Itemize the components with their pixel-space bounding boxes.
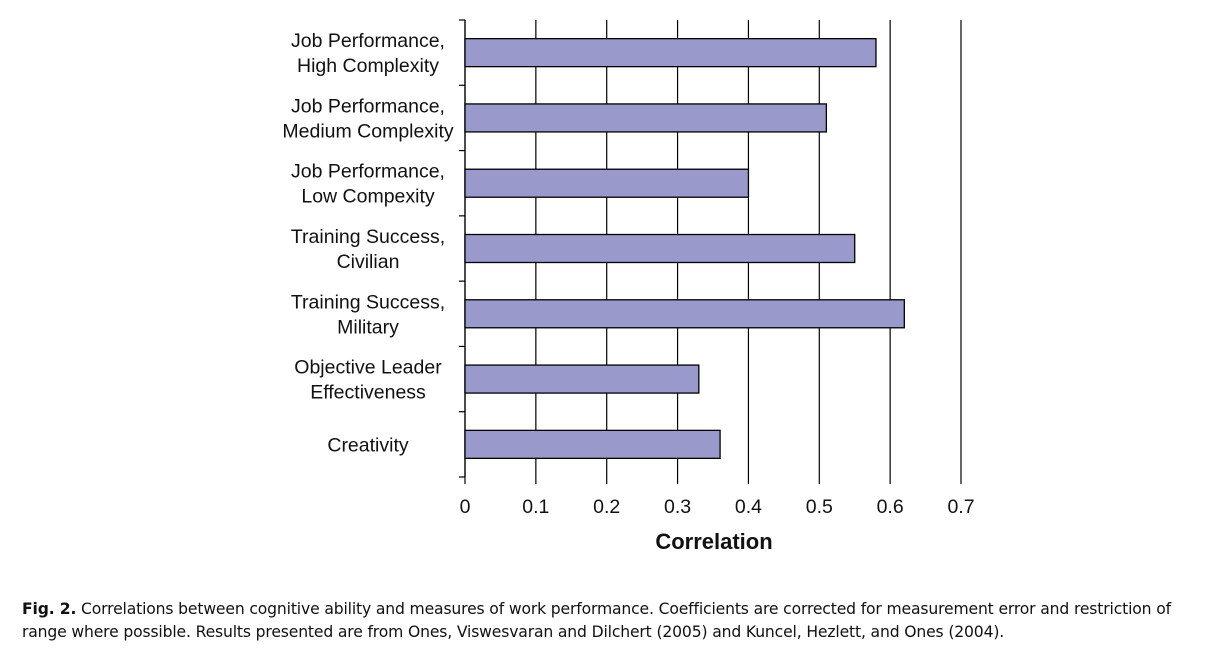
bar xyxy=(464,299,905,329)
category-label: Job Performance, xyxy=(291,95,445,117)
category-label: Medium Complexity xyxy=(282,120,453,142)
category-label: Training Success, xyxy=(291,226,445,248)
figure-caption: Fig. 2. Correlations between cognitive a… xyxy=(22,598,1217,644)
x-tick-label: 0.4 xyxy=(735,496,762,518)
bar xyxy=(464,103,828,133)
x-tick-labels: 0 0.1 0.2 0.3 0.4 0.5 0.6 0.7 xyxy=(460,496,975,518)
category-label: High Complexity xyxy=(297,55,439,77)
category-label: Job Performance, xyxy=(291,30,445,52)
figure-label: Fig. 2. xyxy=(22,600,77,618)
bar xyxy=(464,37,877,68)
category-label: Objective Leader xyxy=(294,357,442,379)
x-tick-label: 0.2 xyxy=(593,496,620,518)
x-tick-label: 0.1 xyxy=(522,496,549,518)
category-label: Training Success, xyxy=(291,291,445,313)
category-label: Low Compexity xyxy=(301,186,435,208)
category-labels: Job Performance, High Complexity Job Perfo… xyxy=(282,30,453,456)
category-label: Job Performance, xyxy=(291,161,445,183)
bar xyxy=(464,233,856,264)
bar xyxy=(464,364,700,394)
x-tick-label: 0.3 xyxy=(664,496,691,518)
category-label: Creativity xyxy=(327,434,409,456)
x-tick-label: 0.6 xyxy=(877,496,904,518)
bar xyxy=(464,429,721,460)
caption-text: Correlations between cognitive ability a… xyxy=(22,600,1171,641)
bar-chart: Job Performance, High Complexity Job Perfo… xyxy=(282,19,975,554)
x-tick-label: 0.5 xyxy=(806,496,833,518)
x-tick-label: 0 xyxy=(460,496,471,518)
x-tick-label: 0.7 xyxy=(947,496,974,518)
category-label: Effectiveness xyxy=(310,382,426,404)
category-label: Military xyxy=(337,316,399,338)
bar xyxy=(464,168,750,198)
x-axis-title: Correlation xyxy=(655,529,772,554)
category-label: Civilian xyxy=(337,251,400,273)
bars xyxy=(464,37,905,460)
